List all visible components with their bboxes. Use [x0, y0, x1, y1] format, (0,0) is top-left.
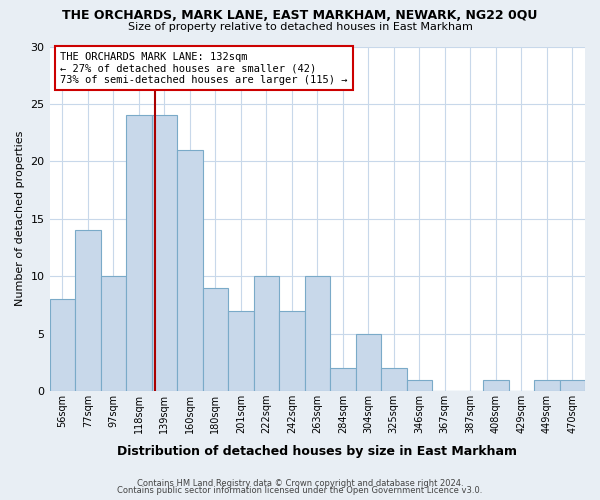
Text: THE ORCHARDS MARK LANE: 132sqm
← 27% of detached houses are smaller (42)
73% of : THE ORCHARDS MARK LANE: 132sqm ← 27% of … — [60, 52, 348, 85]
Bar — [254, 276, 279, 391]
Y-axis label: Number of detached properties: Number of detached properties — [15, 131, 25, 306]
Bar — [407, 380, 432, 391]
Text: Contains public sector information licensed under the Open Government Licence v3: Contains public sector information licen… — [118, 486, 482, 495]
X-axis label: Distribution of detached houses by size in East Markham: Distribution of detached houses by size … — [117, 444, 517, 458]
Text: Size of property relative to detached houses in East Markham: Size of property relative to detached ho… — [128, 22, 472, 32]
Bar — [330, 368, 356, 391]
Bar — [381, 368, 407, 391]
Bar — [50, 299, 75, 391]
Bar — [228, 310, 254, 391]
Bar — [560, 380, 585, 391]
Bar — [152, 116, 177, 391]
Text: THE ORCHARDS, MARK LANE, EAST MARKHAM, NEWARK, NG22 0QU: THE ORCHARDS, MARK LANE, EAST MARKHAM, N… — [62, 9, 538, 22]
Bar — [534, 380, 560, 391]
Bar — [483, 380, 509, 391]
Bar — [75, 230, 101, 391]
Bar — [203, 288, 228, 391]
Text: Contains HM Land Registry data © Crown copyright and database right 2024.: Contains HM Land Registry data © Crown c… — [137, 478, 463, 488]
Bar — [126, 116, 152, 391]
Bar — [279, 310, 305, 391]
Bar — [356, 334, 381, 391]
Bar — [177, 150, 203, 391]
Bar — [101, 276, 126, 391]
Bar — [305, 276, 330, 391]
